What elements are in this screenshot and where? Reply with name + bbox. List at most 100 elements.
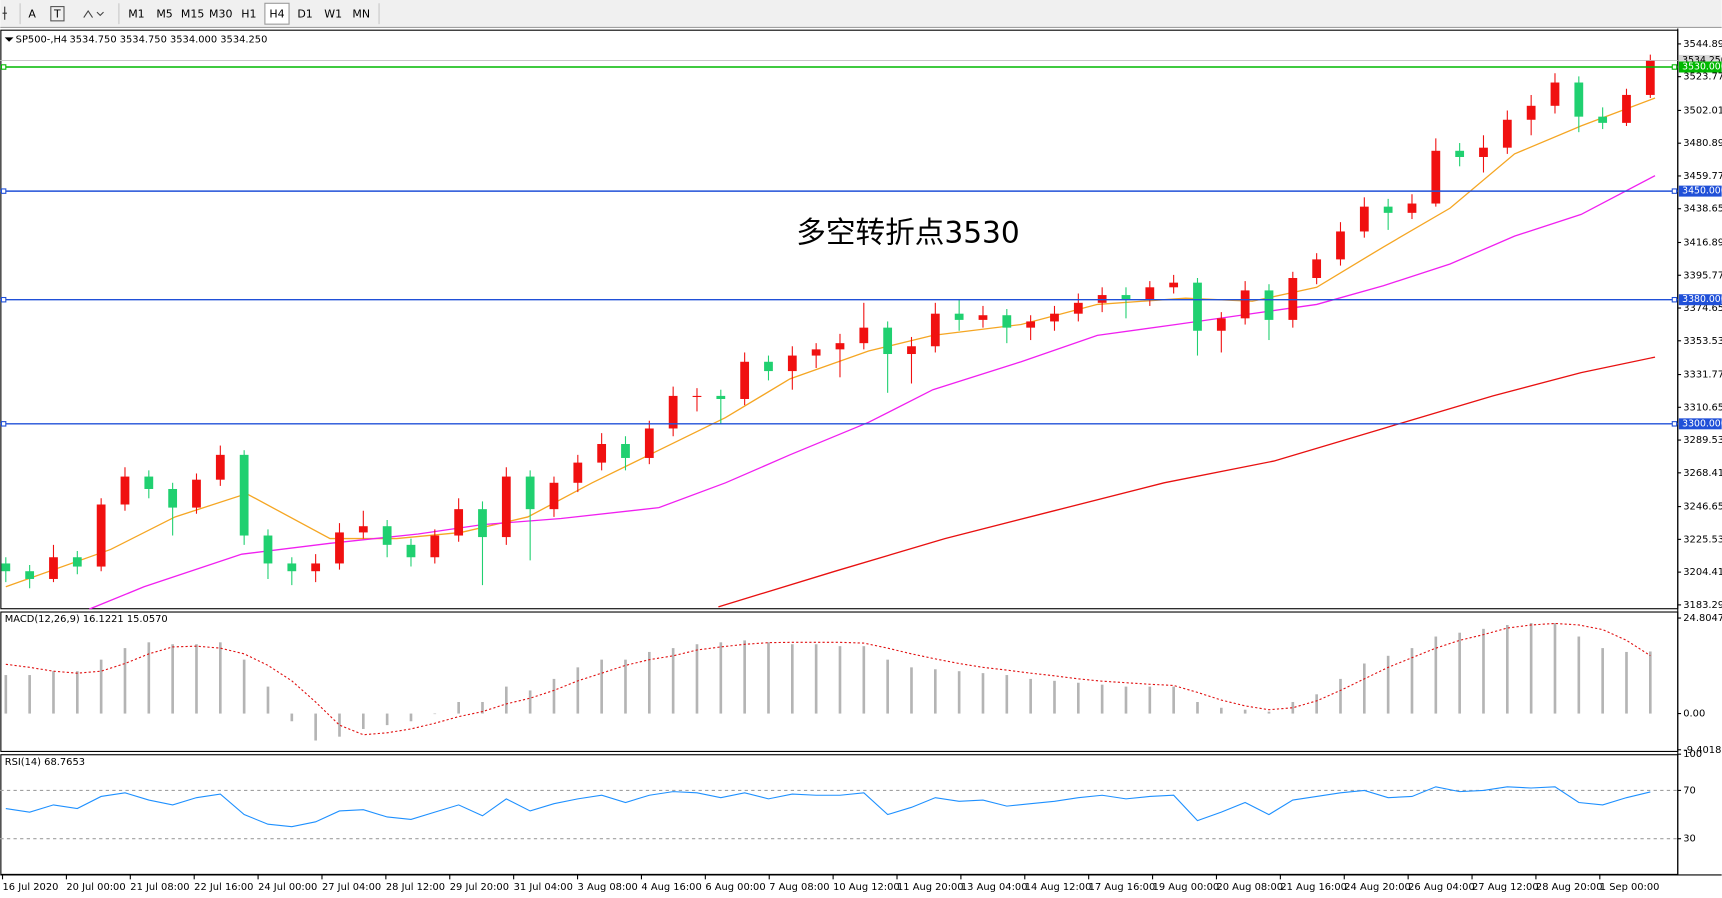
candle-body [192,479,201,508]
candle-body [430,535,440,558]
level-anchor[interactable] [1671,421,1678,427]
symbol-menu[interactable] [4,37,14,42]
panel-data [1,54,1656,610]
candle-body [1598,116,1608,123]
label-tool-box[interactable] [50,6,65,22]
timeframe-button[interactable]: H1 [241,7,256,20]
macd-bar [576,667,580,714]
timeframe-button[interactable]: H4 [269,7,284,20]
plot: 3544.890 3523.770 3502.010 3480.890 3459.770… [0,28,1722,893]
macd-bar [1339,678,1342,714]
candle-body [954,313,964,320]
level-anchor[interactable] [0,188,7,194]
candle-body [1645,60,1655,95]
x-tick-label: 20 Jul 00:00 [66,882,125,893]
x-tick-label: 16 Jul 2020 [3,882,59,893]
macd-bar [1243,709,1247,714]
level-anchor[interactable] [1671,64,1678,70]
level-anchor[interactable] [0,421,7,427]
timeframe-button[interactable]: M1 [128,7,144,20]
rsi-label: RSI(14) 68.7653 [5,757,85,768]
macd-bar [814,644,818,714]
shapes-tool[interactable] [83,9,104,18]
label-tool[interactable]: T [53,7,61,20]
y-tick-label: 3268.410 [1683,468,1722,479]
macd-bar [695,644,699,714]
candle-body [1264,290,1274,320]
candle-body [1431,150,1441,204]
macd-bar [338,713,341,737]
timeframe-button[interactable]: M5 [156,7,172,20]
macd-bar [1124,686,1128,714]
candle-body [1169,282,1179,288]
macd-bar [957,671,961,714]
candle-body [454,509,464,536]
candle-body [263,535,273,564]
candle-body [621,443,630,458]
y-tick-label: 3395.770 [1683,270,1722,281]
macd-bar [838,646,842,714]
candle-body [1121,295,1131,300]
macd-bar [671,648,675,714]
toolbar: A T M1 M5 M15 M30 H1 H4 D1 W1 MN [0,0,1722,28]
x-tick-label: 17 Aug 16:00 [1089,882,1156,893]
candle-body [1383,206,1393,213]
x-tick-label: 22 Jul 16:00 [194,882,253,893]
candle-body [1193,282,1202,331]
y-tick-label: 3416.890 [1683,237,1722,248]
macd-bar [1362,663,1366,714]
level-anchor[interactable] [0,64,7,70]
timeframe-button[interactable]: M30 [209,7,232,20]
level-anchor[interactable] [0,296,7,303]
macd-bar [1219,707,1223,714]
candle-body [1288,277,1298,320]
timeframe-button[interactable]: MN [352,7,370,20]
macd-bar [1029,678,1032,714]
candle-body [1359,206,1369,232]
candle-body [25,571,35,579]
panel-data [0,786,1678,840]
level-anchor[interactable] [1671,188,1678,194]
macd-bar [1506,624,1509,714]
level-label-box [1678,294,1722,306]
candle-body [1550,82,1560,106]
candle-body [668,395,678,429]
timeframe-button[interactable]: W1 [324,7,342,20]
macd-bar [1386,655,1390,714]
macd-bar [1553,623,1557,714]
candle-body [49,557,58,579]
cursor-icon[interactable] [2,6,7,20]
timeframe-button[interactable]: M15 [181,7,204,20]
y-tick-label: 3183.290 [1683,600,1722,611]
macd-bar [314,713,317,741]
macd-bar [1482,628,1485,714]
x-tick-label: 20 Aug 08:00 [1216,882,1283,893]
x-tick-label: 1 Sep 00:00 [1600,882,1660,893]
timeframe-button[interactable]: D1 [297,7,312,20]
level-label: 3450.000 [1682,186,1722,197]
candle-body [930,313,940,347]
macd-bar [195,644,198,714]
candle-body [740,361,750,400]
x-tick-label: 31 Jul 04:00 [514,882,573,893]
candle-body [525,476,535,510]
macd-bar [4,675,8,714]
level-label-box [1678,185,1722,197]
y-tick-label: 3225.530 [1683,534,1722,545]
x-tick-label: 19 Aug 00:00 [1153,882,1220,893]
level-anchor[interactable] [1671,296,1678,303]
candle-body [382,526,392,545]
candle-body [1479,147,1488,157]
active-timeframe[interactable] [264,2,290,25]
macd-bar [719,642,723,714]
x-tick-label: 11 Aug 20:00 [897,882,964,893]
x-tick-label: 7 Aug 08:00 [769,882,829,893]
macd-bar [242,659,246,714]
candle-body [72,557,82,567]
macd-bar [886,659,889,714]
candle-body [1050,313,1059,322]
text-tool[interactable]: A [28,7,36,20]
macd-bar [1649,651,1652,714]
candle-body [287,563,297,572]
